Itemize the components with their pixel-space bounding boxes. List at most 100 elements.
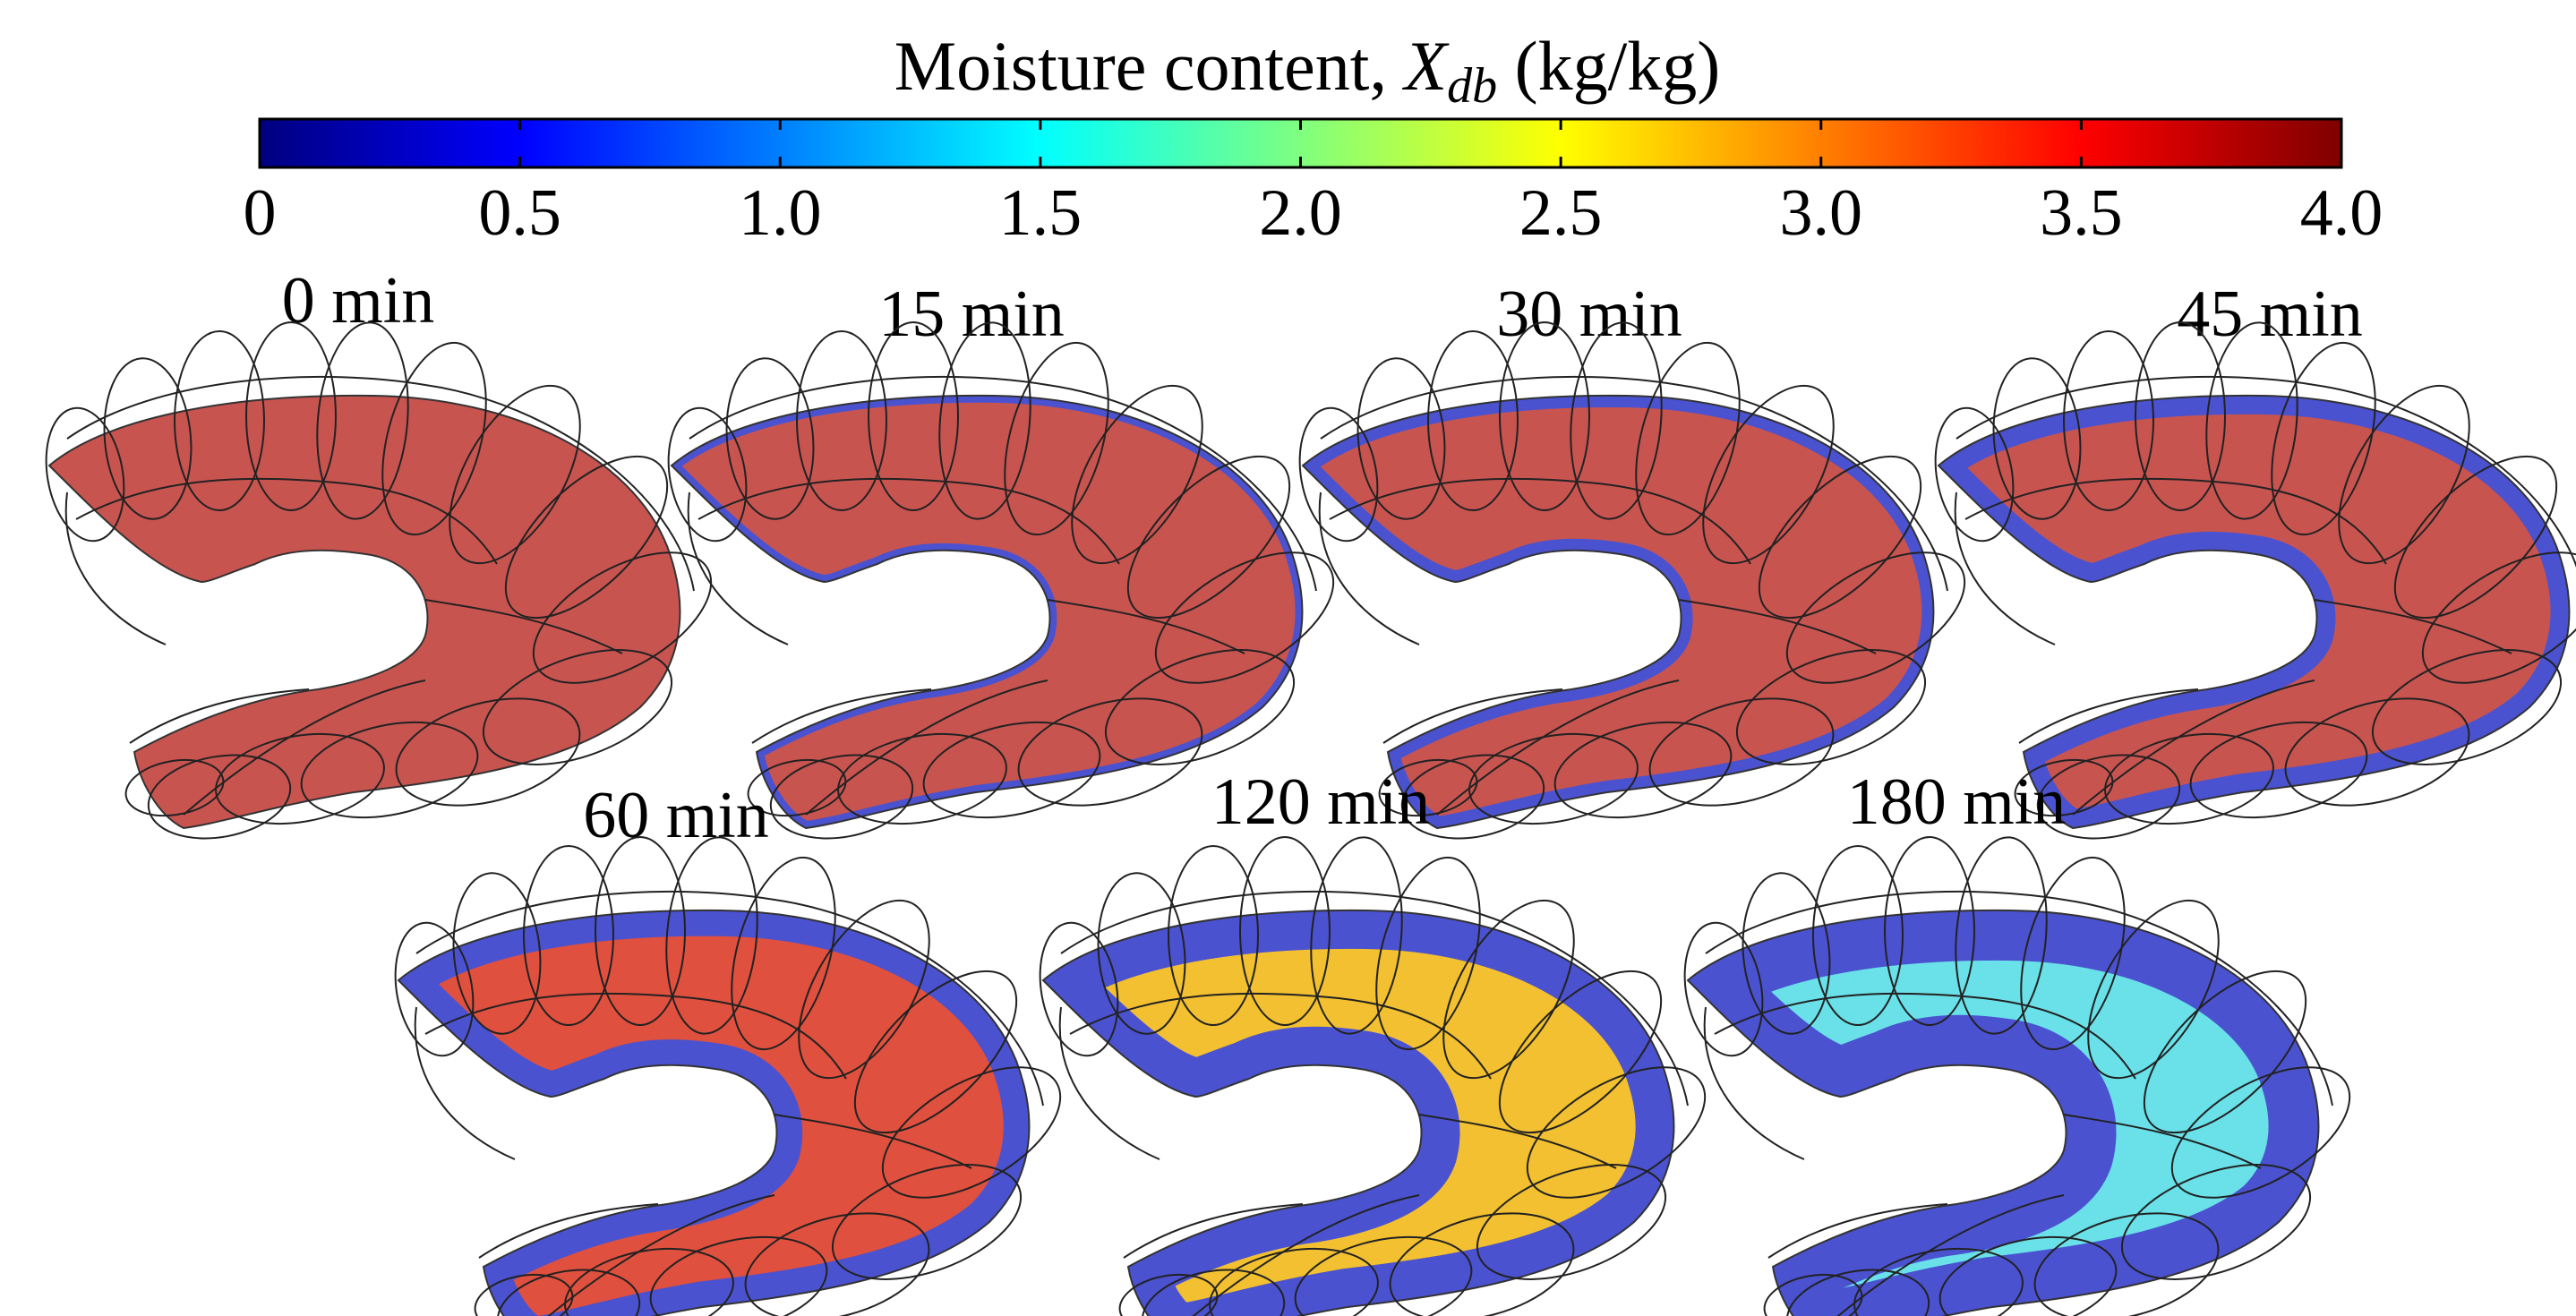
wire-ring xyxy=(881,1066,1062,1199)
wire-curve xyxy=(1964,477,2387,565)
wireframe xyxy=(1683,836,2351,1316)
wire-ring xyxy=(1126,455,1291,620)
panel-label: 45 min xyxy=(2177,278,2363,351)
colorbar-tick-label: 3.0 xyxy=(1780,176,1863,250)
wire-ring xyxy=(1071,384,1203,565)
wire-ring xyxy=(2271,341,2376,536)
wire-curve xyxy=(1382,688,1563,744)
wire-ring xyxy=(1141,1269,1286,1316)
wire-curve xyxy=(751,688,932,744)
wire-curve xyxy=(687,491,789,645)
wire-ring xyxy=(1526,1066,1707,1199)
wire-ring xyxy=(1442,899,1575,1080)
sample-outline xyxy=(47,394,681,830)
wire-ring xyxy=(2421,551,2576,684)
colorbar-tick-label: 0.5 xyxy=(478,176,561,250)
wire-curve xyxy=(424,599,623,654)
colorbar-title: Moisture content, Xdb (kg/kg) xyxy=(894,27,1721,114)
wire-ring xyxy=(1400,754,1545,840)
wire-ring xyxy=(394,921,475,1057)
wire-ring xyxy=(496,1269,641,1316)
wire-curve xyxy=(1047,599,1245,654)
wire-curve xyxy=(774,1114,972,1169)
wire-curve xyxy=(424,992,847,1080)
wire-curve xyxy=(2314,599,2512,654)
sample-shape xyxy=(394,836,1062,1316)
wire-ring xyxy=(2284,697,2470,807)
wire-curve xyxy=(129,688,310,744)
wire-curve xyxy=(2018,688,2199,744)
wire-ring xyxy=(1468,732,1639,825)
wire-ring xyxy=(215,732,385,825)
wire-ring xyxy=(1570,321,1663,520)
wire-ring xyxy=(2033,1212,2220,1316)
wire-ring xyxy=(922,721,1101,819)
wire-curve xyxy=(2063,1114,2262,1169)
wire-ring xyxy=(769,754,914,840)
wire-ring xyxy=(2135,321,2226,511)
wire-curve xyxy=(1123,1203,1304,1259)
panel-label: 180 min xyxy=(1847,765,2067,839)
wire-ring xyxy=(831,1164,1023,1280)
wire-ring xyxy=(1104,649,1296,765)
wire-ring xyxy=(938,321,1031,520)
sample-shape xyxy=(1298,321,1966,840)
wire-ring xyxy=(1017,697,1203,807)
wire-ring xyxy=(1648,697,1835,807)
wire-ring xyxy=(1992,357,2082,520)
sample-outline xyxy=(1301,394,1935,830)
wire-ring xyxy=(1702,384,1835,565)
wire-ring xyxy=(2104,732,2274,825)
sample-shape xyxy=(1683,836,2351,1316)
wire-ring xyxy=(2020,856,2126,1051)
panel: 120 min xyxy=(1039,765,1707,1316)
panel: 15 min xyxy=(667,278,1335,840)
wire-ring xyxy=(868,321,959,511)
wire-ring xyxy=(649,1235,828,1316)
wire-ring xyxy=(1356,357,1446,520)
wire-ring xyxy=(300,721,479,819)
wire-ring xyxy=(853,970,1018,1134)
panel: 180 min xyxy=(1683,765,2351,1316)
wire-ring xyxy=(731,856,836,1051)
wire-curve xyxy=(415,890,1044,1107)
wire-ring xyxy=(174,330,265,511)
wire-ring xyxy=(1209,1247,1379,1316)
wire-curve xyxy=(1836,1194,2065,1316)
wire-curve xyxy=(478,1203,659,1259)
wire-ring xyxy=(147,754,292,840)
wire-ring xyxy=(1884,836,1975,1026)
colorbar-title-sub: db xyxy=(1447,58,1497,114)
wire-curve xyxy=(1678,599,1877,654)
wire-ring xyxy=(1553,721,1733,819)
wire-ring xyxy=(1735,649,1927,765)
wire-curve xyxy=(697,477,1120,565)
wire-ring xyxy=(2393,455,2558,620)
wire-ring xyxy=(1378,758,1478,817)
colorbar-tick-label: 3.5 xyxy=(2040,176,2123,250)
wire-ring xyxy=(744,1212,930,1316)
colorbar-tick-label: 1.0 xyxy=(739,176,822,250)
sample-core-region xyxy=(49,395,680,828)
wire-ring xyxy=(796,330,887,511)
colorbar-tick-label: 1.5 xyxy=(999,176,1083,250)
colorbar-tick-label: 2.5 xyxy=(1519,176,1603,250)
wire-ring xyxy=(1683,921,1764,1057)
wire-ring xyxy=(532,551,713,684)
wire-ring xyxy=(474,1273,574,1316)
wire-ring xyxy=(124,758,225,817)
wire-ring xyxy=(245,321,337,511)
wire-ring xyxy=(2189,721,2368,819)
wire-curve xyxy=(1418,1114,1617,1169)
wire-ring xyxy=(316,321,409,520)
moisture-field xyxy=(672,395,1303,828)
panel-label: 60 min xyxy=(583,779,769,852)
wire-ring xyxy=(1298,406,1379,543)
wire-curve xyxy=(1714,992,2136,1080)
moisture-field xyxy=(1303,395,1934,828)
wire-curve xyxy=(1956,375,2576,568)
wire-curve xyxy=(1192,1194,1420,1316)
wire-curve xyxy=(1436,679,1680,816)
wire-curve xyxy=(689,375,1317,592)
